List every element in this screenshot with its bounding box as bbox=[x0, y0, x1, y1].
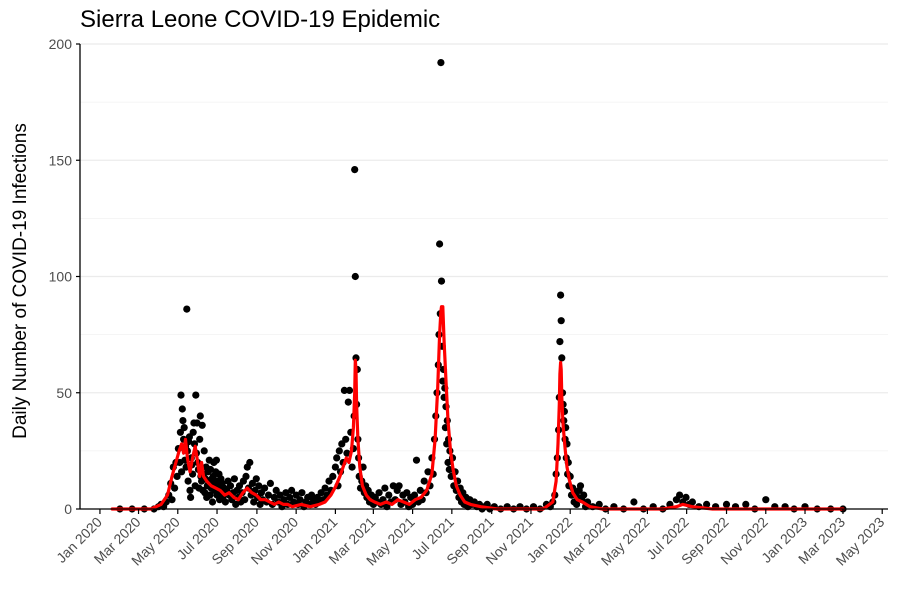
data-point bbox=[177, 391, 185, 399]
y-tick-label: 200 bbox=[49, 36, 73, 52]
data-point bbox=[344, 398, 352, 406]
data-point bbox=[230, 475, 238, 483]
data-point bbox=[558, 354, 566, 362]
data-point bbox=[676, 491, 684, 499]
data-point bbox=[298, 489, 306, 497]
data-point bbox=[242, 472, 250, 480]
data-point bbox=[335, 447, 343, 455]
data-point bbox=[329, 472, 337, 480]
chart-title: Sierra Leone COVID-19 Epidemic bbox=[80, 6, 441, 33]
trend-line bbox=[110, 305, 845, 511]
data-point bbox=[189, 428, 197, 436]
axes bbox=[76, 43, 888, 514]
data-point bbox=[200, 447, 208, 455]
data-point bbox=[208, 498, 217, 506]
data-point bbox=[288, 486, 296, 494]
data-point bbox=[436, 240, 444, 248]
data-point bbox=[416, 486, 424, 494]
data-point bbox=[187, 493, 195, 501]
y-tick-label: 50 bbox=[56, 385, 72, 401]
data-point bbox=[246, 458, 254, 467]
data-point bbox=[206, 491, 214, 499]
data-point bbox=[178, 468, 186, 476]
data-point bbox=[437, 59, 445, 67]
data-point bbox=[252, 475, 260, 483]
data-point bbox=[342, 435, 350, 443]
trend-line-layer bbox=[110, 305, 845, 511]
data-point bbox=[343, 449, 351, 457]
data-point bbox=[595, 500, 603, 508]
data-point bbox=[192, 391, 200, 399]
data-point bbox=[688, 498, 697, 506]
data-point bbox=[742, 500, 750, 508]
data-point bbox=[420, 477, 428, 485]
y-tick-label: 150 bbox=[49, 152, 73, 168]
data-point bbox=[333, 454, 341, 462]
data-point bbox=[179, 417, 187, 425]
data-point bbox=[345, 386, 354, 394]
data-point bbox=[412, 456, 421, 464]
data-point bbox=[173, 472, 181, 480]
data-point bbox=[557, 317, 565, 325]
data-point bbox=[395, 482, 403, 490]
data-point bbox=[375, 489, 383, 497]
data-point bbox=[198, 421, 206, 429]
data-point bbox=[296, 496, 304, 504]
data-point bbox=[183, 305, 191, 313]
data-point bbox=[385, 491, 393, 499]
y-tick-label: 0 bbox=[64, 501, 72, 517]
data-point bbox=[703, 500, 711, 508]
data-point bbox=[168, 496, 176, 504]
data-point bbox=[331, 463, 339, 471]
data-point bbox=[351, 166, 359, 174]
data-point bbox=[576, 482, 585, 490]
data-point bbox=[682, 493, 690, 501]
data-point bbox=[722, 500, 731, 508]
data-point bbox=[241, 496, 249, 504]
data-point bbox=[580, 491, 588, 499]
data-point bbox=[437, 277, 446, 285]
data-point bbox=[381, 484, 389, 492]
data-point bbox=[261, 484, 269, 492]
data-point bbox=[196, 435, 204, 443]
data-point bbox=[348, 463, 356, 471]
data-point bbox=[556, 338, 564, 346]
data-point bbox=[171, 484, 179, 492]
data-point bbox=[340, 386, 348, 394]
y-tick-label: 100 bbox=[49, 269, 73, 285]
data-point bbox=[630, 498, 638, 506]
data-points bbox=[116, 59, 847, 513]
data-point bbox=[186, 486, 194, 494]
data-point bbox=[184, 477, 192, 485]
data-point bbox=[266, 479, 274, 487]
data-point bbox=[762, 496, 770, 504]
data-point bbox=[255, 482, 263, 490]
data-point bbox=[264, 491, 273, 499]
data-point bbox=[226, 482, 235, 490]
data-point bbox=[445, 465, 453, 474]
data-point bbox=[351, 272, 359, 281]
data-point bbox=[221, 498, 229, 506]
data-point bbox=[410, 491, 419, 499]
data-point bbox=[444, 458, 452, 467]
data-point bbox=[196, 412, 204, 420]
data-point bbox=[321, 484, 329, 492]
data-point bbox=[180, 424, 188, 432]
data-point bbox=[178, 405, 186, 413]
data-point bbox=[212, 456, 220, 464]
data-point bbox=[557, 291, 565, 299]
y-axis-title: Daily Number of COVID-19 Infections bbox=[10, 123, 31, 439]
data-point bbox=[573, 500, 581, 508]
